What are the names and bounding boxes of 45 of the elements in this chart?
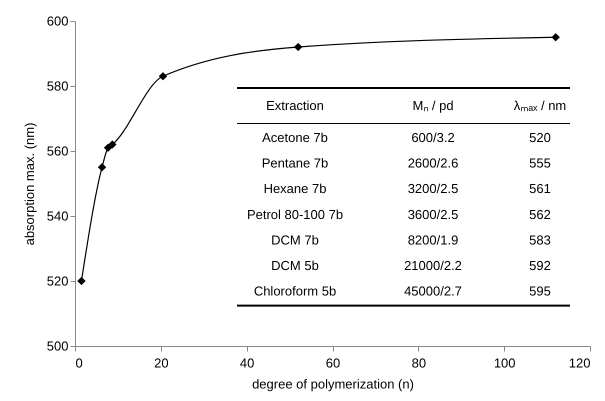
annotation: 600/3.2 <box>411 130 455 145</box>
annotation: 3200/2.5 <box>408 181 458 196</box>
annotation: 2600/2.6 <box>408 156 458 171</box>
annotation: 595 <box>529 284 551 299</box>
point <box>77 276 86 286</box>
x-tick-label: 40 <box>240 356 254 370</box>
annotation: Mₙ / pd <box>412 98 454 113</box>
annotation: Extraction <box>266 98 324 113</box>
annotation: Acetone 7b <box>262 130 328 145</box>
point <box>551 33 560 42</box>
point <box>294 42 302 52</box>
y-axis-title: absorption max. (nm) <box>22 122 37 246</box>
point <box>108 140 117 149</box>
annotation: Pentane 7b <box>262 156 328 171</box>
annotation: λₘₐₓ / nm <box>514 98 566 113</box>
annotation: Petrol 80-100 7b <box>246 206 344 222</box>
annotation: 21000/2.2 <box>404 258 462 273</box>
x-tick-label: 60 <box>326 356 340 370</box>
annotation: 555 <box>529 156 551 171</box>
annotation: 562 <box>529 206 551 222</box>
x-axis-title: degree of polymerization (n) <box>252 376 414 392</box>
x-tick-label: 80 <box>412 356 426 370</box>
annotation: Chloroform 5b <box>254 284 336 299</box>
annotation: 3600/2.5 <box>408 206 458 222</box>
annotation: 8200/1.9 <box>408 232 458 248</box>
y-tick-label: 540 <box>46 208 68 224</box>
y-tick-label: 560 <box>46 144 68 158</box>
annotation: Hexane 7b <box>264 181 326 196</box>
x-tick-label: 0 <box>76 356 83 370</box>
y-tick-label: 580 <box>46 78 68 94</box>
x-tick-label: 100 <box>494 356 516 370</box>
annotation: DCM 7b <box>271 232 319 248</box>
annotation: 45000/2.7 <box>404 284 462 299</box>
point <box>158 72 168 80</box>
y-tick-label: 500 <box>46 338 68 354</box>
annotation: 520 <box>529 130 551 145</box>
annotation: 583 <box>529 232 551 248</box>
annotation: 592 <box>529 258 551 273</box>
x-tick-label: 120 <box>568 356 590 370</box>
y-tick-label: 600 <box>46 14 68 28</box>
annotation: 561 <box>529 181 551 196</box>
y-tick-label: 520 <box>46 274 68 288</box>
point <box>98 163 106 172</box>
annotation: DCM 5b <box>271 258 319 273</box>
x-tick-label: 20 <box>154 356 169 370</box>
